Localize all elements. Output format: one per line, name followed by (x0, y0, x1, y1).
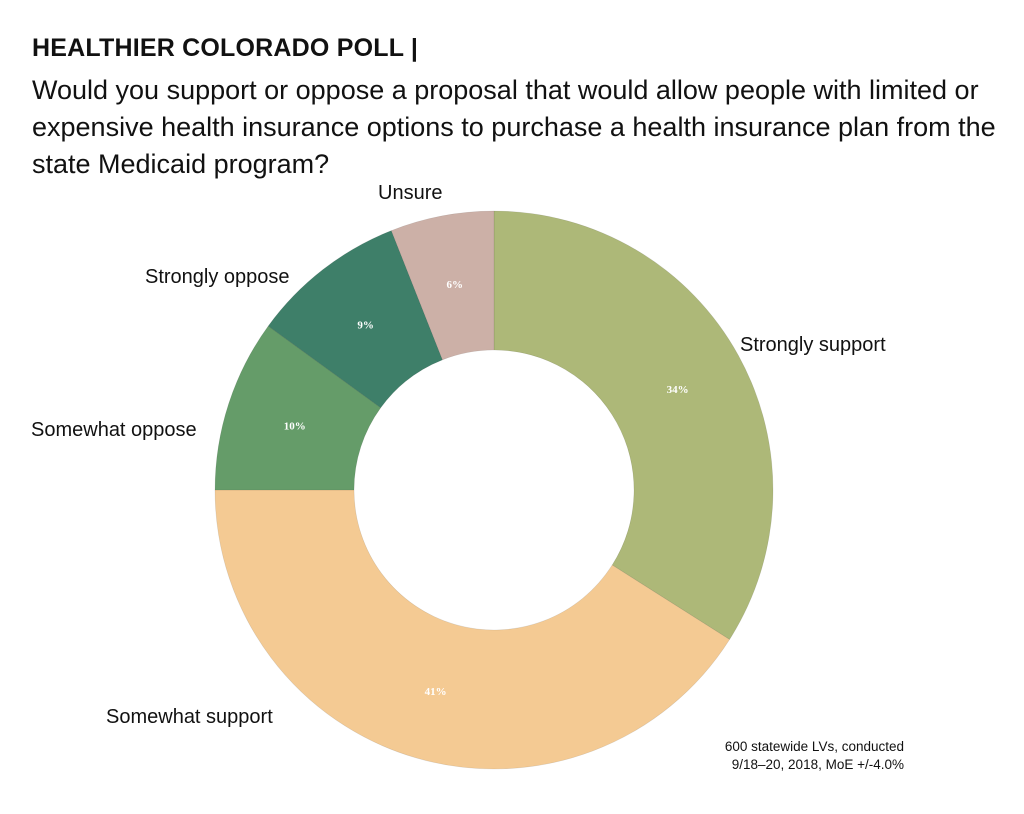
pct-label-unsure: 6% (446, 279, 463, 291)
slice-strongly-oppose (267, 230, 443, 409)
pct-label-strongly-oppose: 9% (357, 320, 374, 332)
legend-label-strongly-oppose: Strongly oppose (145, 266, 290, 288)
slice-unsure (390, 210, 495, 361)
legend-label-somewhat-support: Somewhat support (106, 706, 273, 728)
poll-kicker: HEALTHIER COLORADO POLL | (32, 34, 419, 62)
slice-strongly-support (493, 210, 774, 640)
pct-label-somewhat-oppose: 10% (284, 420, 306, 432)
poll-question: Would you support or oppose a proposal t… (32, 75, 996, 179)
source-note: 600 statewide LVs, conducted 9/18–20, 20… (724, 739, 904, 772)
pct-label-strongly-support: 34% (667, 384, 689, 396)
legend-label-unsure: Unsure (378, 182, 442, 204)
pct-label-somewhat-support: 41% (425, 686, 447, 698)
slice-somewhat-oppose (214, 325, 382, 491)
legend-label-somewhat-oppose: Somewhat oppose (31, 419, 197, 441)
slice-somewhat-support (214, 489, 730, 770)
legend-label-strongly-support: Strongly support (740, 334, 886, 356)
